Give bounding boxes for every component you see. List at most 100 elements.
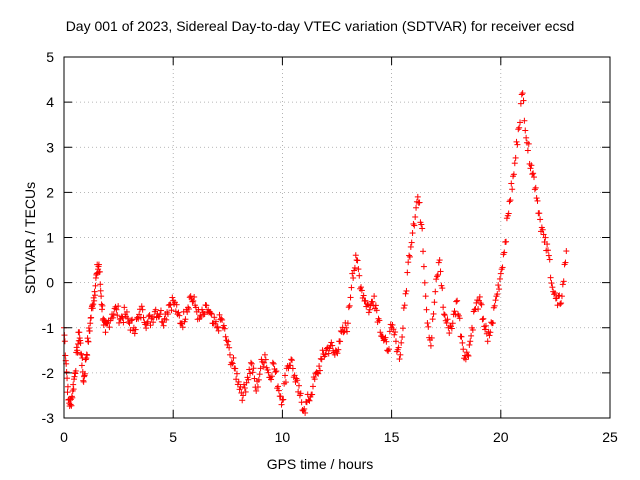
data-point <box>549 284 556 291</box>
axis-ticks: 0 5 10 15 20 25 -3 -2 -1 0 1 2 3 4 5 <box>42 49 618 445</box>
data-point <box>245 376 252 383</box>
data-point <box>509 186 516 193</box>
data-point <box>315 370 322 377</box>
data-point <box>344 328 351 335</box>
data-point <box>468 332 475 339</box>
data-point <box>559 281 566 288</box>
data-point <box>219 316 226 323</box>
data-point <box>221 325 228 332</box>
y-tick-label: -2 <box>42 365 55 381</box>
data-point <box>131 330 138 337</box>
data-point <box>484 338 491 345</box>
data-point <box>514 141 521 148</box>
data-point <box>160 322 167 329</box>
data-point <box>369 298 376 305</box>
data-point <box>99 302 106 309</box>
data-point <box>226 351 233 358</box>
data-point <box>157 307 164 314</box>
data-point <box>469 326 476 333</box>
data-point <box>403 287 410 294</box>
y-tick-label: 2 <box>46 184 54 200</box>
data-point <box>373 307 380 314</box>
data-point <box>182 316 189 323</box>
data-point <box>378 333 385 340</box>
data-point <box>389 321 396 328</box>
data-point <box>98 293 105 300</box>
data-point <box>179 324 186 331</box>
data-point <box>80 378 87 385</box>
data-point <box>229 360 236 367</box>
data-point <box>87 320 94 327</box>
data-point <box>356 272 363 279</box>
data-point <box>289 357 296 364</box>
data-point <box>249 369 256 376</box>
data-point <box>270 360 277 367</box>
data-point <box>76 329 83 336</box>
data-point <box>349 270 356 277</box>
data-point <box>256 371 263 378</box>
data-point <box>406 253 413 260</box>
data-point <box>465 352 472 359</box>
data-point <box>191 293 198 300</box>
data-point <box>95 261 102 268</box>
data-point <box>110 311 117 318</box>
data-point <box>486 332 493 339</box>
data-point <box>84 352 91 359</box>
data-point <box>97 281 104 288</box>
data-point <box>441 312 448 319</box>
data-point <box>257 365 264 372</box>
data-point <box>253 387 260 394</box>
data-point <box>459 339 466 346</box>
data-point <box>104 320 111 327</box>
data-point <box>64 383 71 390</box>
data-point <box>147 322 154 329</box>
data-point <box>295 388 302 395</box>
data-point <box>346 302 353 309</box>
data-point <box>97 287 104 294</box>
data-point <box>533 195 540 202</box>
data-point <box>563 248 570 255</box>
data-point <box>358 284 365 291</box>
data-point <box>391 331 398 338</box>
data-point <box>512 154 519 161</box>
data-point <box>435 259 442 266</box>
data-point <box>113 306 120 313</box>
data-point <box>218 315 225 322</box>
data-point <box>72 367 79 374</box>
data-point <box>497 270 504 277</box>
data-point <box>492 297 499 304</box>
data-point <box>530 174 537 181</box>
data-point <box>88 314 95 321</box>
y-tick-label: 3 <box>46 139 54 155</box>
data-point <box>499 264 506 271</box>
data-point <box>340 329 347 336</box>
data-point <box>173 301 180 308</box>
data-point <box>269 359 276 366</box>
data-point <box>495 282 502 289</box>
data-point <box>406 252 413 259</box>
data-point <box>112 303 119 310</box>
data-point <box>546 256 553 263</box>
data-point <box>301 405 308 412</box>
data-point <box>329 342 336 349</box>
data-point <box>220 322 227 329</box>
data-point <box>530 170 537 177</box>
data-point <box>377 329 384 336</box>
data-point <box>334 350 341 357</box>
data-point <box>515 126 522 133</box>
x-tick-label: 15 <box>384 429 400 445</box>
data-point <box>187 293 194 300</box>
data-point <box>358 287 365 294</box>
x-tick-label: 25 <box>602 429 618 445</box>
data-point <box>427 342 434 349</box>
data-point <box>345 304 352 311</box>
data-point <box>69 394 76 401</box>
data-point <box>325 350 332 357</box>
data-point <box>211 314 218 321</box>
data-point <box>429 316 436 323</box>
data-point <box>268 376 275 383</box>
data-point <box>402 290 409 297</box>
data-point <box>328 339 335 346</box>
data-point <box>523 134 530 141</box>
